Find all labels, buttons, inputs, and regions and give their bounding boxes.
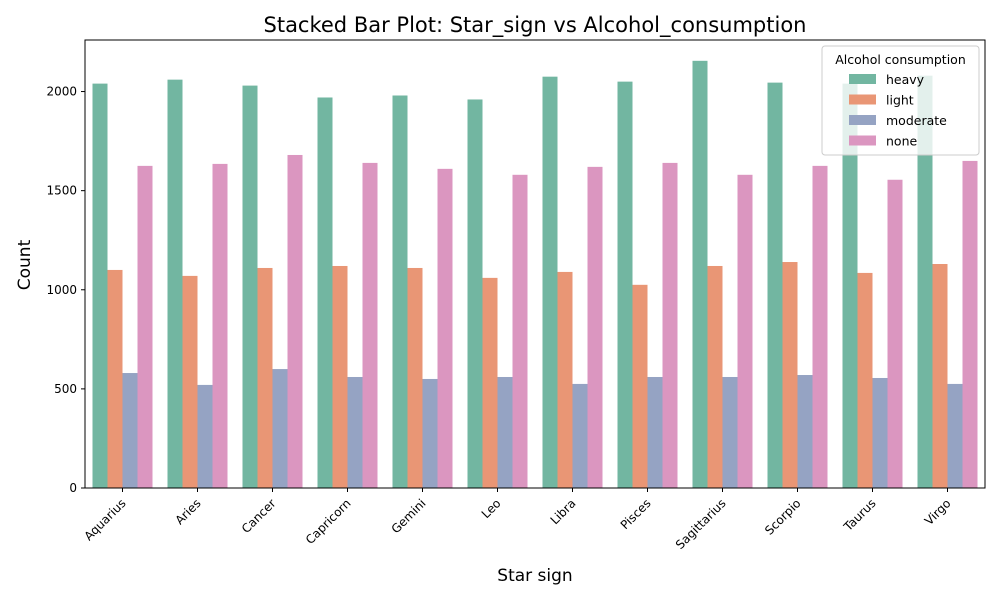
bar-light-leo (482, 277, 498, 488)
bar-none-capricorn (362, 162, 378, 488)
bar-none-taurus (887, 179, 903, 489)
bar-heavy-taurus (842, 83, 858, 488)
bar-none-virgo (962, 160, 978, 488)
bar-moderate-gemini (422, 378, 438, 488)
bar-light-capricorn (332, 265, 348, 488)
x-tick-label: Scorpio (762, 496, 804, 538)
bar-moderate-leo (497, 376, 513, 488)
legend-title: Alcohol consumption (835, 52, 966, 67)
bar-none-pisces (662, 162, 678, 488)
bar-light-scorpio (782, 262, 798, 488)
bars-group (92, 60, 978, 489)
bar-moderate-taurus (872, 377, 888, 488)
bar-light-aquarius (107, 269, 123, 488)
bar-moderate-capricorn (347, 376, 363, 488)
bar-none-gemini (437, 168, 453, 489)
bar-light-gemini (407, 267, 423, 488)
bar-moderate-aquarius (122, 373, 138, 488)
legend: Alcohol consumption heavy light moderate non… (821, 45, 980, 156)
x-tick-label: Virgo (922, 496, 954, 528)
bar-heavy-leo (467, 99, 483, 488)
x-tick-label: Aquarius (81, 496, 128, 543)
bar-moderate-aries (197, 384, 213, 488)
bar-none-libra (587, 166, 603, 489)
x-tick-label: Gemini (389, 496, 429, 536)
y-tick-label: 1000 (46, 283, 77, 297)
bar-none-sagittarius (737, 174, 753, 489)
bar-moderate-cancer (272, 369, 288, 488)
plot-frame (84, 39, 986, 489)
bar-heavy-capricorn (317, 97, 333, 488)
legend-label-none: none (886, 134, 917, 149)
bar-light-virgo (932, 264, 948, 488)
bar-none-leo (512, 174, 528, 489)
bar-light-cancer (257, 267, 273, 488)
bar-light-taurus (857, 272, 873, 488)
bar-heavy-libra (542, 76, 558, 488)
bar-light-aries (182, 275, 198, 488)
legend-label-light: light (886, 93, 914, 108)
x-tick-label: Aries (172, 496, 203, 527)
x-tick-label: Pisces (618, 496, 654, 532)
chart-title: Stacked Bar Plot: Star_sign vs Alcohol_c… (264, 13, 807, 38)
bar-light-sagittarius (707, 265, 723, 488)
x-tick-label: Taurus (840, 496, 878, 534)
x-tick-label: Sagittarius (673, 496, 729, 552)
y-tick-label: 0 (69, 481, 77, 495)
y-tick-label: 500 (54, 382, 77, 396)
bar-heavy-pisces (617, 81, 633, 488)
y-tick-label: 2000 (46, 85, 77, 99)
bar-light-libra (557, 271, 573, 488)
y-axis-label: Count (15, 239, 35, 290)
bar-none-aries (212, 163, 228, 488)
legend-box (821, 45, 980, 156)
x-tick-label: Cancer (239, 496, 279, 536)
bar-moderate-sagittarius (722, 376, 738, 488)
legend-swatch-light (849, 94, 876, 105)
legend-swatch-none (849, 135, 876, 146)
bar-none-aquarius (137, 165, 153, 488)
bar-moderate-pisces (647, 376, 663, 488)
bar-moderate-scorpio (797, 375, 813, 488)
bar-heavy-cancer (242, 85, 258, 488)
bar-heavy-gemini (392, 95, 408, 488)
legend-label-heavy: heavy (886, 72, 925, 87)
bar-heavy-aries (167, 79, 183, 488)
bar-heavy-aquarius (92, 83, 108, 488)
bar-moderate-libra (572, 383, 588, 488)
x-tick-label: Libra (548, 496, 579, 527)
bar-heavy-scorpio (767, 82, 783, 488)
y-tick-label: 1500 (46, 184, 77, 198)
bar-light-pisces (632, 284, 648, 488)
bar-none-scorpio (812, 165, 828, 488)
legend-label-moderate: moderate (886, 113, 947, 128)
x-axis-label: Star sign (497, 566, 572, 586)
legend-swatch-moderate (849, 115, 876, 125)
x-tick-label: Leo (479, 496, 504, 521)
bar-heavy-sagittarius (692, 60, 708, 489)
legend-swatch-heavy (849, 74, 876, 84)
bar-heavy-virgo (917, 75, 933, 488)
bar-none-cancer (287, 154, 303, 488)
x-tick-label: Capricorn (303, 496, 354, 547)
bar-moderate-virgo (947, 383, 963, 488)
